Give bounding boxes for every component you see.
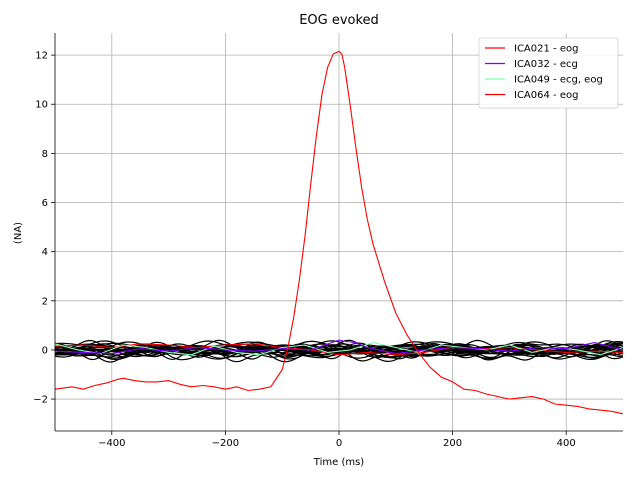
background-trace (54, 348, 624, 360)
y-tick-label: 2 (42, 296, 48, 307)
y-tick-label: 4 (42, 247, 48, 258)
x-tick-label: 400 (557, 438, 576, 449)
legend: ICA021 - eog ICA032 - ecg ICA049 - ecg, eo… (478, 37, 619, 109)
y-tick-label: 6 (42, 198, 48, 209)
legend-label: ICA064 - eog (514, 90, 578, 101)
y-tick-label: −2 (33, 395, 48, 406)
y-tick-label: 8 (42, 149, 48, 160)
legend-label: ICA021 - eog (514, 44, 578, 55)
series-line-ica049 (54, 342, 624, 356)
chart-title: EOG evoked (299, 13, 379, 28)
y-tick-label: 0 (42, 345, 48, 356)
x-tick-label: −200 (212, 438, 239, 449)
background-trace (54, 346, 624, 358)
y-tick-label: 12 (35, 51, 48, 62)
legend-label: ICA032 - ecg (514, 59, 578, 70)
y-axis-label: (NA) (13, 222, 24, 244)
legend-label: ICA049 - ecg, eog (514, 75, 603, 86)
legend-box (478, 37, 619, 109)
x-tick-label: 0 (336, 438, 342, 449)
background-trace (54, 340, 624, 356)
series-lines (54, 50, 624, 415)
background-trace (54, 345, 624, 354)
x-tick-label: 200 (443, 438, 462, 449)
tick-labels: −400 −200 0 200 400 −2 0 2 4 6 8 10 12 (33, 51, 575, 449)
x-tick-label: −400 (98, 438, 125, 449)
x-axis-label: Time (ms) (313, 457, 365, 468)
y-tick-label: 10 (35, 100, 48, 111)
series-line-ica032 (54, 339, 624, 355)
series-line-ica021 (54, 50, 624, 415)
